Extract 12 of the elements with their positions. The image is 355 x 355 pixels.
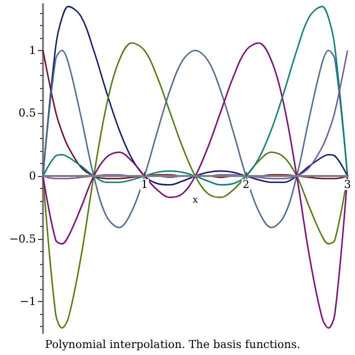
line-series bbox=[42, 42, 348, 329]
x-tick-label: 2 bbox=[242, 178, 250, 192]
text: Polynomial interpolation. The basis functions. bbox=[45, 338, 300, 351]
y-tick-label: 0.5 bbox=[18, 106, 36, 120]
y-tick-label: 0 bbox=[29, 170, 36, 183]
x-axis-title: x bbox=[192, 196, 198, 206]
y-tick-label: −0.5 bbox=[9, 232, 36, 246]
x-tick-label: 1 bbox=[141, 178, 148, 192]
y-tick-label: −1 bbox=[20, 295, 36, 308]
x-tick-label: 3 bbox=[344, 178, 351, 192]
line-series bbox=[42, 50, 348, 228]
y-tick-label: 1 bbox=[29, 44, 36, 57]
